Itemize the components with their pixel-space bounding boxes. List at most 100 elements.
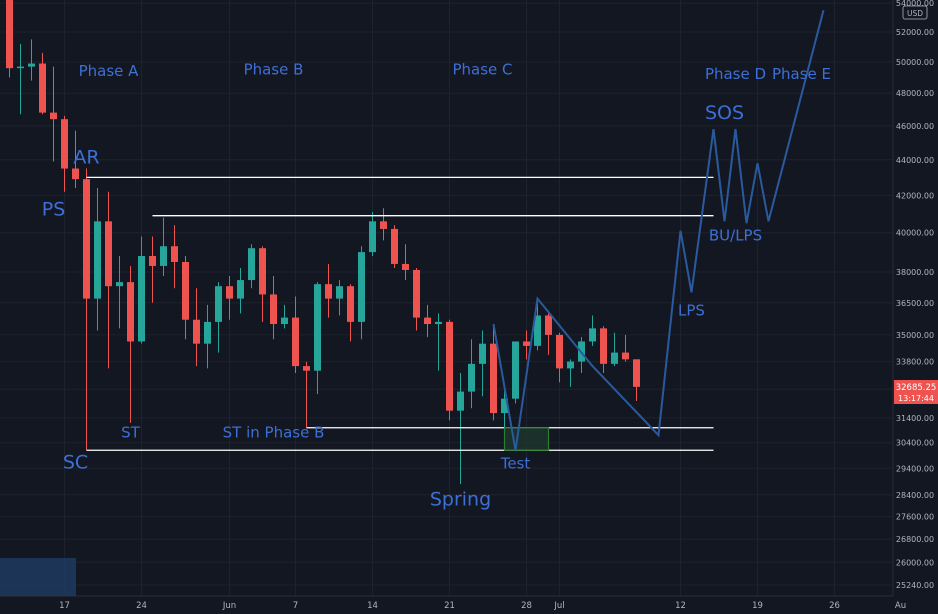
projection-path (492, 9, 825, 451)
time-tick-label: 12 (675, 601, 686, 611)
candle-body-down (556, 334, 563, 369)
candle-body-up (215, 286, 222, 322)
candle-body-up (314, 284, 321, 371)
price-tick-label: 50000.00 (896, 58, 934, 67)
candle-body-down (83, 179, 90, 299)
ps-label: PS (42, 199, 66, 221)
candle-body-up (28, 63, 35, 67)
price-tick-label: 26000.00 (896, 558, 934, 567)
price-tick-label: 42000.00 (896, 191, 934, 200)
time-tick-label: 21 (444, 601, 455, 611)
candle-body-down (424, 317, 431, 325)
time-tick-label: 26 (829, 601, 840, 611)
phase-a-label: Phase A (79, 62, 140, 80)
candle-body-up (435, 321, 442, 325)
candle-body-down (402, 263, 409, 270)
candle-body-down (182, 261, 189, 320)
candle-body-down (292, 317, 299, 367)
price-tick-label: 46000.00 (896, 122, 934, 131)
phase-b-label: Phase B (244, 60, 304, 78)
candle-body-up (479, 343, 486, 364)
candle-body-up (336, 286, 343, 299)
time-tick-label: 14 (367, 601, 378, 611)
candle-body-down (39, 63, 46, 113)
candle-body-up (17, 66, 24, 69)
candle-body-down (490, 343, 497, 414)
price-tick-label: 38000.00 (896, 268, 934, 277)
price-tick-label: 30400.00 (896, 439, 934, 448)
time-tick-label: Jul (553, 601, 564, 611)
candle-body-up (468, 363, 475, 392)
spring-label: Spring (430, 489, 491, 511)
candles (6, 0, 640, 485)
current-price-tag-box (894, 380, 938, 404)
candle-body-up (369, 221, 376, 253)
price-tick-label: 54000.00 (896, 0, 934, 8)
usd-badge: USD (907, 9, 923, 18)
time-axis-background (0, 596, 938, 614)
time-tick-label: 7 (293, 601, 298, 611)
candle-body-down (303, 366, 310, 371)
price-tick-label: 44000.00 (896, 156, 934, 165)
lps-label: LPS (678, 301, 705, 319)
candle-body-up (116, 282, 123, 287)
candle-body-up (611, 352, 618, 364)
price-tick-label: 25240.00 (896, 581, 934, 590)
candle-body-down (270, 294, 277, 325)
price-tick-label: 52000.00 (896, 28, 934, 37)
candle-body-up (237, 280, 244, 299)
candle-body-down (259, 248, 266, 295)
price-tick-label: 40000.00 (896, 229, 934, 238)
test-box-group (503, 427, 550, 451)
time-tick-label: 17 (59, 601, 70, 611)
candle-body-up (567, 361, 574, 369)
price-tick-label: 29400.00 (896, 464, 934, 473)
candle-body-down (600, 328, 607, 364)
price-axis-background (893, 0, 938, 596)
time-tick-label: Jun (222, 601, 236, 611)
phase-d-label: Phase D (705, 65, 766, 83)
candle-body-down (446, 321, 453, 411)
st-phase-b-label: ST in Phase B (223, 424, 325, 442)
price-tick-label: 26800.00 (896, 535, 934, 544)
candle-body-up (358, 252, 365, 322)
price-tick-label: 33800.00 (896, 358, 934, 367)
candle-body-down (61, 119, 68, 169)
price-tick-label: 35000.00 (896, 331, 934, 340)
candle-body-up (457, 391, 464, 411)
current-price-countdown: 13:17:44 (898, 394, 934, 403)
time-tick-label: 28 (521, 601, 532, 611)
candle-body-down (391, 228, 398, 264)
level-lines (86, 176, 714, 451)
time-tick-label: 24 (136, 601, 147, 611)
time-axis[interactable]: 17 24 Jun 7 14 21 28 Jul 12 19 26 Au (0, 595, 938, 614)
projection-group (492, 9, 825, 451)
ar-label: AR (73, 146, 99, 168)
candle-body-down (347, 286, 354, 322)
candle-body-down (633, 359, 640, 387)
candle-body-up (138, 256, 145, 342)
annotations: Phase A Phase B Phase C Phase D Phase E AR PS S… (42, 60, 831, 510)
candle-body-down (226, 286, 233, 299)
candle-body-up (534, 315, 541, 346)
usd-badge-box (902, 5, 928, 20)
candle-body-down (105, 221, 112, 287)
candle-body-down (50, 112, 57, 120)
candle-body-up (501, 398, 508, 414)
price-tick-label: 36500.00 (896, 299, 934, 308)
candle-body-up (204, 321, 211, 344)
candle-body-down (171, 246, 178, 262)
test-label: Test (500, 454, 531, 472)
candle-body-up (512, 341, 519, 399)
st-label: ST (121, 424, 141, 442)
candle-body-down (325, 284, 332, 299)
candle-body-down (413, 269, 420, 318)
phase-c-label: Phase C (452, 60, 512, 78)
candle-body-up (589, 328, 596, 342)
candle-body-down (193, 319, 200, 344)
price-axis[interactable]: USD 54000.00 52000.00 50000.00 48000.00 4600… (892, 0, 938, 596)
test-box (503, 427, 550, 451)
candle-body-down (149, 256, 156, 266)
price-tick-label: 31400.00 (896, 414, 934, 423)
price-tick-label: 48000.00 (896, 89, 934, 98)
